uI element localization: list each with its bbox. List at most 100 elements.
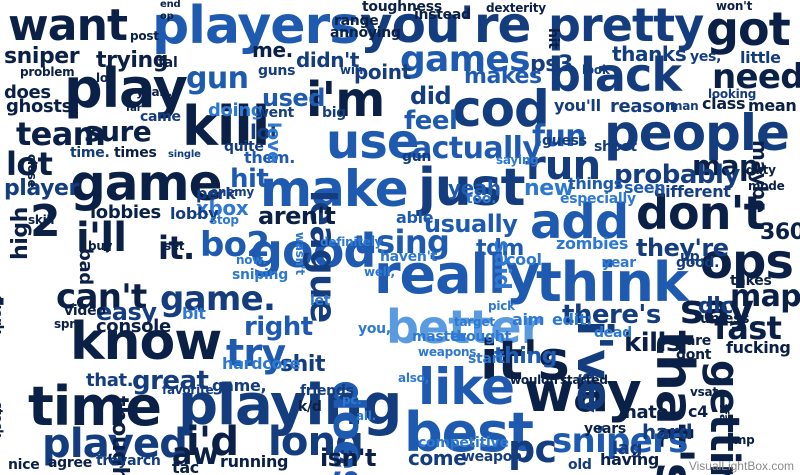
cloud-word: zombies xyxy=(556,234,629,253)
cloud-word: sure xyxy=(84,115,152,148)
cloud-word: time. xyxy=(70,145,110,161)
cloud-word: nice xyxy=(8,457,40,473)
cloud-word: i'm xyxy=(306,72,385,128)
cloud-word: game. xyxy=(160,279,276,319)
cloud-word: actually xyxy=(412,131,542,166)
cloud-word: shoot xyxy=(594,139,637,155)
cloud-word: skill xyxy=(28,213,55,227)
cloud-word: i'll xyxy=(76,215,127,261)
cloud-word: makes xyxy=(464,64,542,89)
cloud-word: aw xyxy=(172,437,219,472)
cloud-word: too. xyxy=(466,191,497,207)
cloud-word: far xyxy=(126,103,142,114)
cloud-word: guess xyxy=(542,133,587,149)
cloud-word: class xyxy=(702,94,746,113)
cloud-word: won't xyxy=(716,0,753,13)
cloud-word: dont xyxy=(676,347,712,363)
cloud-word: people xyxy=(604,104,790,162)
cloud-word: gun xyxy=(402,149,432,165)
cloud-word: end xyxy=(160,0,181,10)
cloud-word: need xyxy=(712,57,800,97)
cloud-word: up. xyxy=(680,249,705,265)
cloud-word: pretty xyxy=(548,0,704,52)
cloud-word: bo2 xyxy=(200,225,270,265)
cloud-word: really xyxy=(374,243,541,306)
cloud-word: them. xyxy=(244,148,296,167)
cloud-word: having xyxy=(600,450,660,469)
cloud-word: ps3 xyxy=(530,52,573,77)
cloud-word: time xyxy=(28,375,162,438)
cloud-word: went xyxy=(256,105,294,121)
cloud-word: kills xyxy=(624,328,681,358)
cloud-word: well, xyxy=(364,265,395,279)
cloud-word: pick xyxy=(488,299,515,313)
cloud-word: right xyxy=(244,312,313,342)
cloud-word: like xyxy=(418,358,515,416)
cloud-word: best xyxy=(404,401,534,464)
cloud-word: thought xyxy=(450,329,511,345)
cloud-word: team xyxy=(16,115,106,153)
cloud-word: care xyxy=(678,333,712,349)
cloud-word: played xyxy=(42,421,188,467)
cloud-word: does xyxy=(4,82,51,103)
cloud-word: just xyxy=(418,158,526,218)
cloud-word: fun xyxy=(532,119,587,154)
cloud-word: 2 xyxy=(30,196,61,247)
cloud-word: try xyxy=(226,331,286,375)
cloud-word: op xyxy=(160,11,174,22)
cloud-word: seen xyxy=(624,178,666,197)
cloud-word: thing xyxy=(494,344,557,369)
cloud-word: probably xyxy=(614,160,740,190)
cloud-word: running xyxy=(220,452,289,471)
cloud-word: way xyxy=(524,361,642,424)
cloud-word: spm xyxy=(54,317,82,331)
cloud-word: say xyxy=(680,287,754,333)
cloud-word: master xyxy=(412,329,466,345)
cloud-word: shit xyxy=(280,352,326,377)
cloud-word: better xyxy=(386,300,543,354)
cloud-word: trying xyxy=(96,48,169,73)
cloud-word: that. xyxy=(86,370,134,391)
cloud-word: don't xyxy=(636,186,766,240)
cloud-word: cod xyxy=(452,80,550,138)
cloud-word: now. xyxy=(236,253,267,267)
cloud-word: unless xyxy=(700,311,750,327)
cloud-word: times xyxy=(114,145,157,161)
cloud-word: especially xyxy=(560,191,636,207)
cloud-word: it. xyxy=(158,229,195,267)
cloud-word: hard xyxy=(642,420,693,444)
cloud-word: run xyxy=(526,143,601,189)
cloud-word: video xyxy=(64,303,106,319)
cloud-word: haven't xyxy=(380,249,438,265)
cloud-word: looking xyxy=(708,87,757,101)
cloud-word: you'll xyxy=(554,96,601,115)
cloud-word: lol. xyxy=(96,71,117,85)
cloud-word: pc xyxy=(508,427,557,471)
cloud-word: weapon xyxy=(462,449,522,465)
cloud-word: fast xyxy=(714,309,782,347)
cloud-word: single xyxy=(168,149,201,160)
cloud-word: set xyxy=(164,239,185,253)
cloud-word: definitely xyxy=(320,235,383,249)
cloud-word: fucking xyxy=(726,338,791,357)
cloud-word: yes, xyxy=(690,49,722,65)
cloud-word: aim xyxy=(512,310,544,329)
cloud-word: year xyxy=(602,255,636,271)
cloud-word: new xyxy=(524,176,574,201)
cloud-word: got xyxy=(706,2,791,56)
cloud-word: sniping xyxy=(232,267,288,283)
cloud-word: thanks xyxy=(612,42,687,66)
cloud-word: old xyxy=(568,457,592,473)
cloud-word: 360 xyxy=(760,220,800,245)
cloud-word: ghosts xyxy=(6,96,72,117)
cloud-word: play xyxy=(64,57,188,120)
cloud-word: didn't xyxy=(296,48,360,72)
cloud-word: playing xyxy=(178,373,402,438)
cloud-word: point xyxy=(354,60,411,84)
cloud-word: game xyxy=(70,154,223,212)
cloud-word: treyarch xyxy=(96,453,161,469)
cloud-word: ffa xyxy=(717,404,731,422)
cloud-word: able xyxy=(396,208,434,227)
cloud-word: use xyxy=(326,114,419,170)
cloud-word: lot xyxy=(6,145,53,183)
